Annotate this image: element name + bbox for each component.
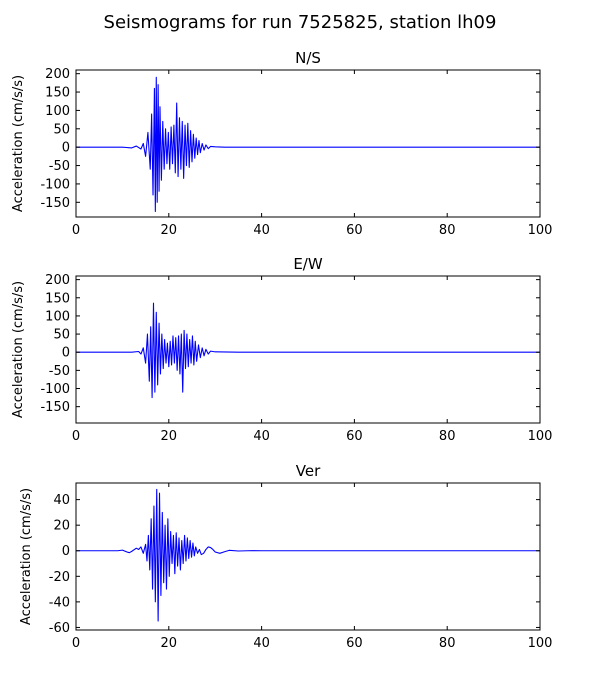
y-tick-label: 100 (45, 104, 70, 119)
y-tick-label: 20 (53, 519, 70, 534)
subplot-title-1: N/S (295, 49, 321, 67)
x-tick-label: 20 (161, 636, 178, 651)
plot-frame-2 (75, 275, 541, 424)
figure-title: Seismograms for run 7525825, station lh0… (104, 12, 497, 33)
x-tick-label: 60 (346, 223, 363, 238)
y-axis-label-1: Acceleration (cm/s/s) (11, 75, 26, 212)
y-tick-label: 150 (45, 86, 70, 101)
series-line-2-1 (76, 302, 540, 399)
y-tick-label: 50 (53, 328, 70, 343)
y-tick-label: -150 (40, 196, 70, 211)
x-tick-label: 40 (253, 429, 270, 444)
y-tick-label: -50 (49, 364, 70, 379)
y-tick-label: 50 (53, 122, 70, 137)
y-tick-label: -40 (49, 595, 70, 610)
y-axis-label-2: Acceleration (cm/s/s) (11, 281, 26, 418)
x-tick-label: 0 (72, 223, 80, 238)
subplot-title-3: Ver (296, 462, 321, 480)
y-tick-label: 0 (62, 141, 70, 156)
x-tick-label: 40 (253, 223, 270, 238)
y-tick-label: -50 (49, 159, 70, 174)
y-tick-label: 100 (45, 309, 70, 324)
y-tick-label: 0 (62, 346, 70, 361)
y-tick-label: -100 (40, 177, 70, 192)
x-tick-label: 80 (439, 223, 456, 238)
series-line-3-1 (76, 488, 540, 622)
plot-frame-3 (75, 482, 541, 631)
y-tick-label: 150 (45, 291, 70, 306)
y-axis-label-3: Acceleration (cm/s/s) (19, 488, 34, 625)
x-tick-label: 40 (253, 636, 270, 651)
subplot-title-2: E/W (293, 255, 323, 273)
y-tick-label: 200 (45, 273, 70, 288)
y-tick-label: -20 (49, 570, 70, 585)
x-tick-label: 100 (528, 636, 553, 651)
x-tick-label: 100 (528, 429, 553, 444)
x-tick-label: 20 (161, 223, 178, 238)
y-tick-label: 200 (45, 67, 70, 82)
x-tick-label: 80 (439, 429, 456, 444)
x-tick-label: 80 (439, 636, 456, 651)
y-tick-label: 40 (53, 493, 70, 508)
plot-frame-1 (75, 69, 541, 218)
y-tick-label: 0 (62, 544, 70, 559)
x-tick-label: 20 (161, 429, 178, 444)
series-line-1-1 (76, 76, 540, 213)
x-tick-label: 0 (72, 429, 80, 444)
y-tick-label: -100 (40, 382, 70, 397)
x-tick-label: 0 (72, 636, 80, 651)
x-tick-label: 60 (346, 636, 363, 651)
y-tick-label: -60 (49, 621, 70, 636)
x-tick-label: 100 (528, 223, 553, 238)
x-tick-label: 60 (346, 429, 363, 444)
y-tick-label: -150 (40, 400, 70, 415)
